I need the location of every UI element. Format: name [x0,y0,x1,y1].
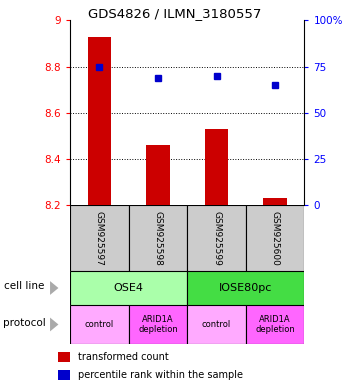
Bar [146,145,170,205]
Text: control: control [85,320,114,329]
FancyBboxPatch shape [70,271,187,305]
Text: GSM925598: GSM925598 [153,211,162,265]
FancyBboxPatch shape [246,305,304,344]
Bar [57,352,70,362]
Text: GSM925600: GSM925600 [271,211,280,265]
FancyBboxPatch shape [187,305,246,344]
Bar [264,199,287,205]
Text: control: control [202,320,231,329]
Text: GSM925599: GSM925599 [212,211,221,265]
Text: OSE4: OSE4 [114,283,144,293]
Text: cell line: cell line [4,281,44,291]
Bar [88,36,111,205]
FancyBboxPatch shape [70,305,129,344]
FancyBboxPatch shape [129,305,187,344]
Text: ARID1A
depletion: ARID1A depletion [138,315,178,334]
Bar [57,370,70,380]
FancyBboxPatch shape [187,205,246,271]
Bar [205,129,228,205]
Text: transformed count: transformed count [78,352,168,362]
FancyBboxPatch shape [70,205,129,271]
Text: protocol: protocol [4,318,46,328]
FancyBboxPatch shape [129,205,187,271]
Text: ARID1A
depletion: ARID1A depletion [255,315,295,334]
Text: IOSE80pc: IOSE80pc [219,283,273,293]
Text: GDS4826 / ILMN_3180557: GDS4826 / ILMN_3180557 [88,7,262,20]
FancyBboxPatch shape [246,205,304,271]
Text: percentile rank within the sample: percentile rank within the sample [78,370,243,380]
Text: GSM925597: GSM925597 [95,211,104,265]
FancyBboxPatch shape [187,271,304,305]
